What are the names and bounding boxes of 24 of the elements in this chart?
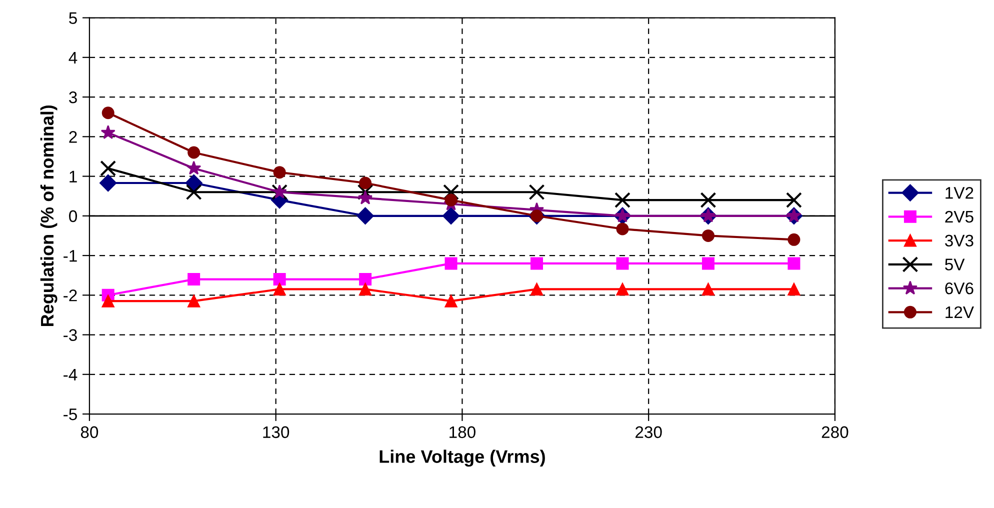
y-tick-label: 1	[70, 170, 77, 182]
x-tick-label: 180	[450, 426, 476, 438]
legend-label: 12V	[946, 306, 974, 318]
x-tick-label: 280	[822, 426, 848, 438]
y-tick-label: 4	[68, 52, 78, 64]
y-tick-label: 0	[69, 210, 78, 222]
x-tick-label: 130	[263, 426, 290, 438]
y-tick-label: -4	[64, 368, 78, 380]
legend-label: 2V5	[945, 210, 974, 223]
y-tick-label: 5	[69, 12, 77, 24]
y-axis-title: Regulation (% of nominal)	[40, 105, 58, 326]
legend-label: 6V6	[945, 282, 974, 294]
x-tick-label: 230	[636, 426, 662, 438]
y-tick-label: -3	[64, 329, 77, 341]
legend-label: 3V3	[945, 234, 974, 247]
y-tick-label: -5	[64, 408, 77, 420]
legend-label: 5V	[945, 258, 965, 270]
y-tick-label: 2	[69, 131, 77, 143]
legend-label: 1V2	[946, 186, 974, 199]
y-tick-label: 3	[69, 91, 77, 104]
x-axis-title: Line Voltage (Vrms)	[380, 450, 545, 467]
y-tick-label: -1	[64, 250, 77, 262]
x-tick-label: 80	[80, 426, 98, 438]
y-tick-label: -2	[64, 290, 77, 302]
